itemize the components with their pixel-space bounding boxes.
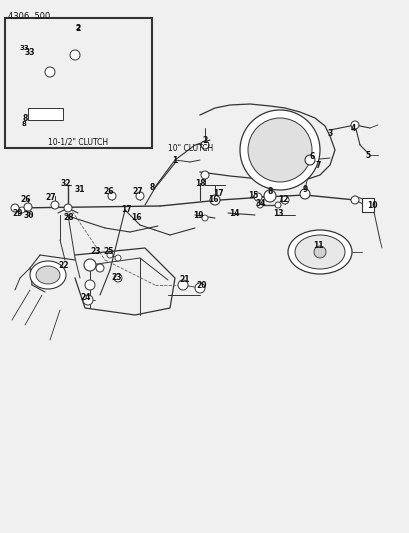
Text: 5: 5 [364, 150, 370, 159]
Circle shape [195, 283, 204, 293]
Text: 15: 15 [247, 191, 258, 200]
Text: 6: 6 [309, 151, 314, 160]
Text: 31: 31 [74, 185, 85, 195]
Text: 26: 26 [21, 196, 31, 205]
Circle shape [256, 202, 262, 208]
Circle shape [263, 190, 275, 202]
Text: 24: 24 [81, 294, 91, 303]
Text: 28: 28 [63, 214, 74, 222]
Bar [5, 18, 152, 148]
Text: 22: 22 [58, 262, 69, 271]
Ellipse shape [30, 261, 66, 289]
Text: 11: 11 [312, 241, 322, 251]
Text: 25: 25 [103, 247, 114, 256]
Text: 7: 7 [315, 160, 320, 169]
Circle shape [274, 202, 280, 208]
Ellipse shape [239, 110, 319, 190]
Circle shape [304, 155, 314, 165]
Circle shape [299, 189, 309, 199]
Text: 8: 8 [22, 114, 28, 123]
Text: 17: 17 [120, 206, 131, 214]
Text: 8: 8 [22, 121, 26, 127]
Circle shape [45, 67, 55, 77]
Text: 27: 27 [133, 188, 143, 197]
Circle shape [136, 192, 144, 200]
Circle shape [350, 196, 358, 204]
Circle shape [200, 141, 209, 149]
Text: 30: 30 [24, 211, 34, 220]
Text: 2: 2 [75, 25, 80, 31]
Circle shape [254, 193, 261, 201]
Text: 16: 16 [207, 196, 218, 205]
Bar [28, 108, 63, 120]
Ellipse shape [294, 235, 344, 269]
Text: 4: 4 [350, 124, 355, 133]
Text: 10: 10 [366, 200, 376, 209]
Text: 21: 21 [179, 274, 190, 284]
Circle shape [24, 203, 32, 211]
Text: 10" CLUTCH: 10" CLUTCH [168, 143, 213, 152]
Circle shape [51, 201, 59, 209]
Text: 32: 32 [61, 179, 71, 188]
Text: 20: 20 [196, 280, 207, 289]
Circle shape [350, 121, 358, 129]
Circle shape [209, 195, 220, 205]
Text: 17: 17 [212, 190, 223, 198]
Text: 16: 16 [130, 214, 141, 222]
Text: 27: 27 [45, 193, 56, 203]
Text: 34: 34 [255, 198, 265, 207]
Text: 23: 23 [112, 273, 122, 282]
Text: 9: 9 [302, 185, 307, 195]
Circle shape [96, 264, 104, 272]
Bar [361, 198, 373, 212]
Text: 19: 19 [192, 212, 203, 221]
Text: 10-1/2" CLUTCH: 10-1/2" CLUTCH [48, 138, 108, 147]
Circle shape [114, 274, 122, 282]
Circle shape [313, 246, 325, 258]
Circle shape [202, 215, 207, 221]
Ellipse shape [36, 266, 60, 284]
Text: 4306  500: 4306 500 [8, 12, 50, 21]
Text: 29: 29 [13, 209, 23, 219]
Ellipse shape [287, 230, 351, 274]
Circle shape [19, 207, 25, 213]
Circle shape [83, 295, 93, 305]
Circle shape [84, 259, 96, 271]
Text: 33: 33 [19, 45, 29, 51]
Circle shape [200, 171, 209, 179]
Text: 8: 8 [149, 183, 154, 192]
Text: 23: 23 [90, 247, 101, 256]
Circle shape [64, 204, 72, 212]
Text: 26: 26 [103, 188, 114, 197]
Text: 13: 13 [272, 208, 283, 217]
Circle shape [280, 196, 288, 204]
Circle shape [107, 252, 113, 258]
Circle shape [178, 280, 188, 290]
Text: 14: 14 [228, 208, 239, 217]
Text: 8: 8 [267, 188, 272, 197]
Circle shape [115, 255, 121, 261]
Circle shape [108, 192, 116, 200]
Text: 33: 33 [25, 47, 35, 56]
Circle shape [70, 50, 80, 60]
Text: 2: 2 [75, 23, 81, 33]
Circle shape [11, 204, 19, 212]
Circle shape [85, 280, 95, 290]
Ellipse shape [247, 118, 311, 182]
Text: 2: 2 [202, 135, 207, 144]
Text: 3: 3 [326, 128, 332, 138]
Text: 12: 12 [277, 196, 288, 205]
Text: 1: 1 [172, 156, 177, 165]
Text: 18: 18 [194, 180, 205, 189]
